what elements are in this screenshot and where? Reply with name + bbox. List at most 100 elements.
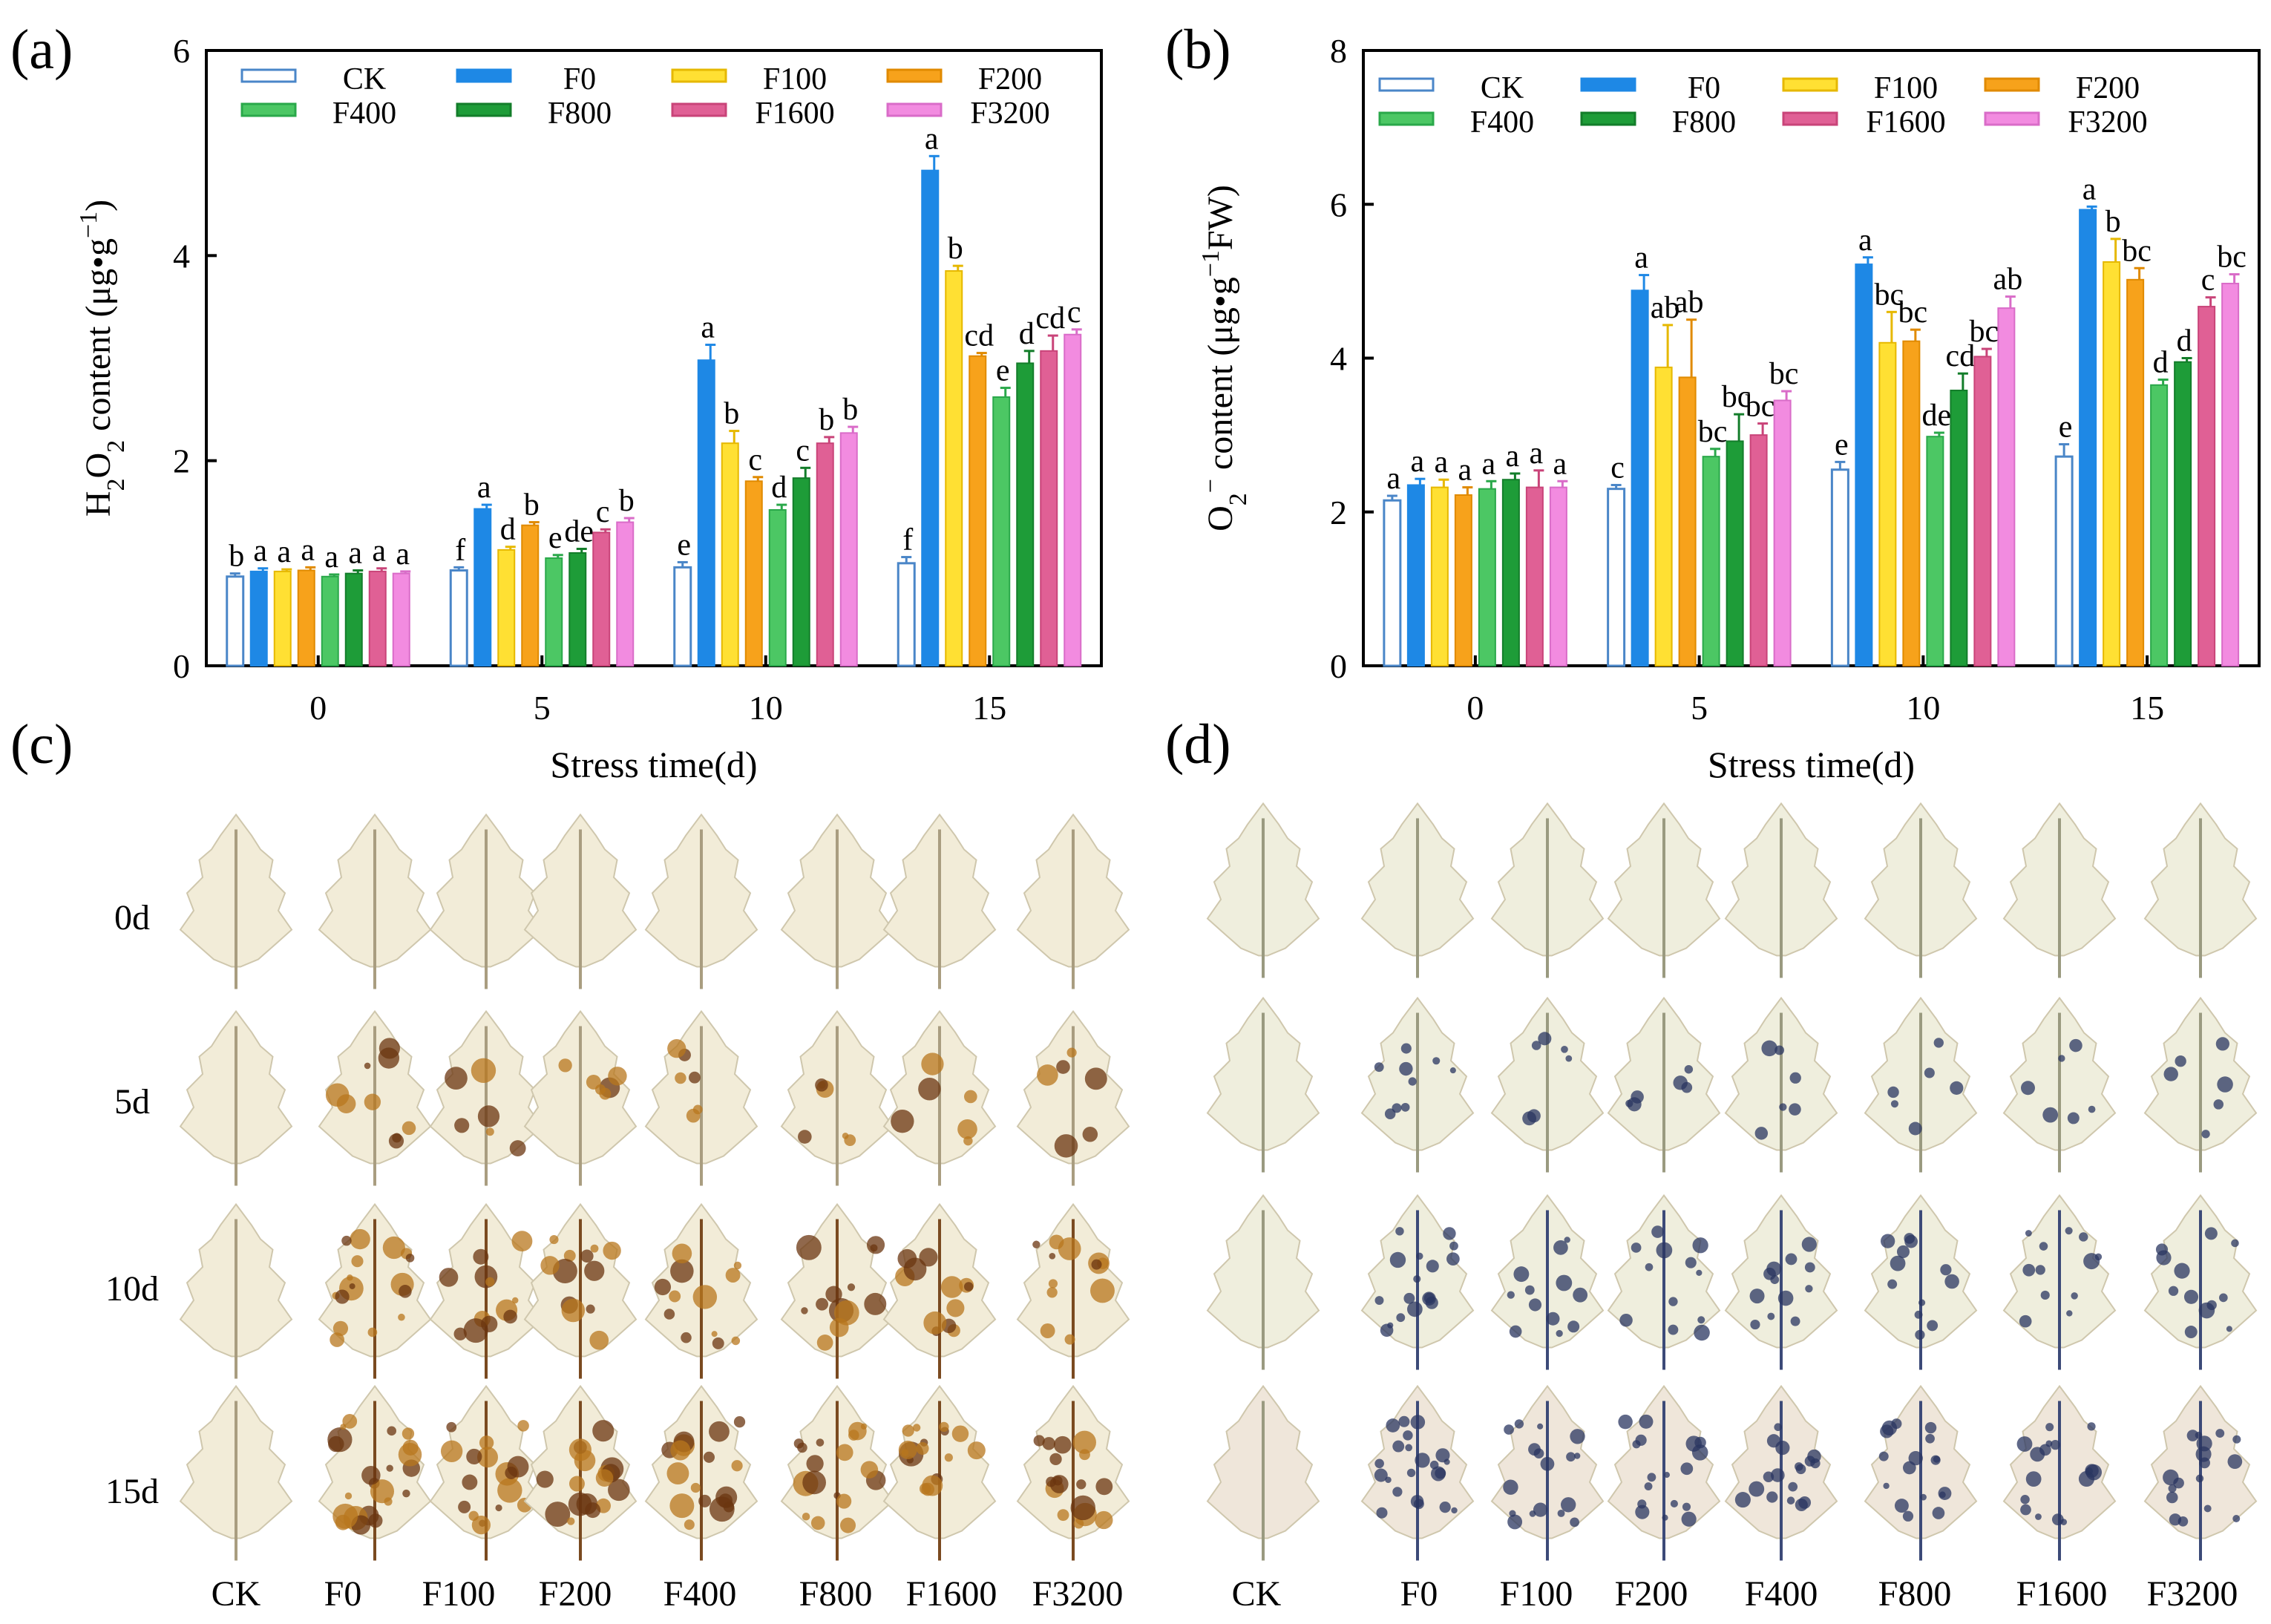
stain-spot: [2174, 1263, 2190, 1279]
stain-spot: [446, 1421, 457, 1433]
stain-spot: [670, 1440, 691, 1461]
significance-letter: b: [948, 232, 963, 266]
stain-spot: [2050, 1440, 2061, 1450]
significance-letter: c: [1067, 295, 1081, 330]
significance-letter: c: [748, 443, 762, 477]
bar: [1478, 488, 1496, 667]
stain-spot: [503, 1309, 517, 1324]
significance-letter: c: [2201, 263, 2215, 298]
stain-spot: [1930, 1455, 1941, 1465]
significance-letter: a: [253, 534, 267, 569]
row-label: 0d: [114, 898, 150, 937]
y-tick-label: 8: [1330, 32, 1347, 70]
stain-spot: [801, 1307, 808, 1314]
stain-spot: [1785, 1253, 1798, 1266]
stain-spot: [1387, 1322, 1394, 1329]
column-label: F200: [539, 1574, 612, 1614]
stain-spot: [585, 1502, 601, 1519]
stain-spot: [1451, 1507, 1458, 1514]
stain-spot: [1918, 1299, 1926, 1306]
stain-spot: [2022, 1263, 2036, 1277]
stain-spot: [1032, 1240, 1041, 1248]
stain-spot: [1524, 1285, 1535, 1295]
stain-spot: [806, 1455, 824, 1473]
stain-spot: [2021, 1081, 2035, 1096]
legend-label: F0: [1688, 71, 1720, 105]
stain-spot: [2094, 1253, 2103, 1261]
stain-spot: [918, 1078, 941, 1101]
stain-spot: [1538, 1032, 1552, 1046]
bar: [1525, 486, 1544, 667]
stain-spot: [842, 1133, 849, 1139]
stain-spot: [1682, 1502, 1691, 1511]
stain-spot: [1938, 1487, 1952, 1500]
column-label: F3200: [1032, 1574, 1124, 1614]
stain-spot: [860, 1461, 879, 1479]
significance-letter: a: [1411, 445, 1425, 479]
stain-spot: [1095, 1478, 1113, 1496]
bar: [592, 531, 611, 667]
significance-letter: f: [902, 523, 913, 557]
stain-spot: [474, 1265, 498, 1289]
bar: [1926, 436, 1944, 667]
stain-spot: [328, 1435, 344, 1453]
stain-spot: [1395, 1227, 1404, 1236]
stain-spot: [378, 1047, 400, 1069]
stain-spot: [458, 1500, 471, 1513]
stain-spot: [586, 1074, 601, 1090]
significance-letter: a: [1634, 241, 1648, 275]
stain-spot: [1805, 1285, 1813, 1293]
stain-spot: [1890, 1255, 1906, 1271]
stain-spot: [672, 1243, 692, 1264]
stain-spot: [1528, 1298, 1542, 1312]
legend-label: F200: [978, 62, 1042, 96]
stain-spot: [536, 1470, 554, 1488]
bar: [697, 359, 715, 667]
bar: [1973, 356, 1992, 667]
stain-spot: [2155, 1243, 2169, 1256]
stain-spot: [505, 1466, 518, 1479]
significance-letter: d: [500, 513, 516, 547]
stain-spot: [2065, 1227, 2073, 1235]
legend-label: CK: [343, 62, 386, 96]
legend-swatch: [886, 102, 943, 117]
stain-spot: [2206, 1300, 2217, 1311]
panel-label-d: (d): [1165, 713, 1231, 776]
significance-letter: a: [324, 540, 338, 574]
stain-spot: [340, 1424, 347, 1430]
stain-spot: [468, 1510, 479, 1522]
stain-spot: [703, 1451, 715, 1463]
significance-letter: e: [548, 521, 563, 555]
stain-spot: [951, 1425, 969, 1442]
significance-letter: a: [1482, 447, 1496, 481]
stain-spot: [341, 1235, 352, 1246]
stain-spot: [731, 1336, 741, 1346]
stain-spot: [2025, 1471, 2042, 1487]
stain-spot: [816, 1438, 825, 1447]
bar: [2198, 306, 2216, 667]
stain-spot: [810, 1516, 825, 1530]
stain-spot: [963, 1136, 973, 1146]
stain-spot: [1408, 1077, 1417, 1086]
stain-spot: [2203, 1505, 2212, 1513]
stain-spot: [1924, 1067, 1935, 1078]
stain-spot: [903, 1257, 927, 1281]
significance-letter: c: [796, 433, 810, 468]
stain-spot: [1651, 1225, 1664, 1238]
stain-spot: [2213, 1099, 2224, 1110]
stain-spot: [1691, 1444, 1708, 1461]
bar: [1678, 376, 1697, 667]
bar: [839, 432, 858, 667]
bar: [673, 566, 692, 667]
stain-spot: [1392, 1440, 1405, 1453]
stain-spot: [603, 1241, 621, 1260]
stain-spot: [725, 1268, 741, 1283]
stain-spot: [462, 1474, 478, 1490]
stain-spot: [798, 1130, 812, 1144]
stain-spot: [2226, 1326, 2232, 1332]
bar: [616, 521, 635, 667]
stain-spot: [2035, 1513, 2042, 1520]
stain-spot: [1696, 1269, 1703, 1277]
stain-spot: [802, 1470, 826, 1495]
stain-spot: [1645, 1263, 1654, 1271]
